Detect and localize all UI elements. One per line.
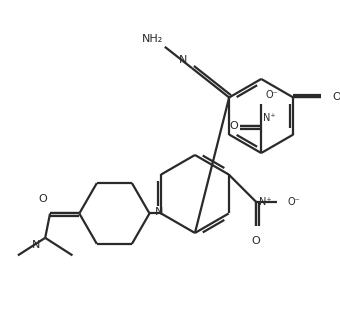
Text: O: O [252, 236, 260, 246]
Text: N⁺: N⁺ [259, 197, 272, 207]
Text: NH₂: NH₂ [142, 34, 163, 44]
Text: N⁺: N⁺ [263, 113, 276, 123]
Text: O: O [332, 92, 340, 103]
Text: N: N [179, 55, 187, 65]
Text: N: N [32, 240, 40, 250]
Text: N: N [155, 206, 164, 217]
Text: O: O [229, 121, 238, 131]
Text: O⁻: O⁻ [287, 197, 300, 207]
Text: O: O [38, 194, 47, 204]
Text: O⁻: O⁻ [265, 91, 278, 100]
